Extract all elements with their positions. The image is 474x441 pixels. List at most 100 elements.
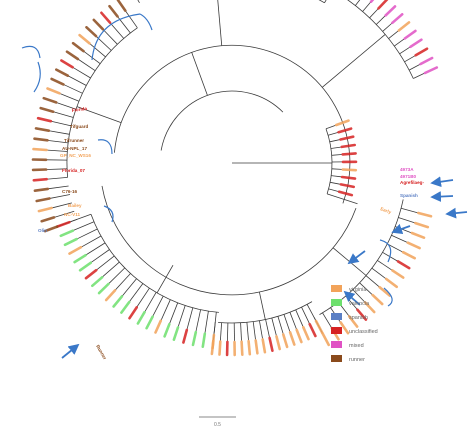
tree-leaf-branch bbox=[195, 309, 201, 332]
leaf-label-bar bbox=[34, 127, 51, 132]
backbone-arc bbox=[114, 44, 351, 204]
clade-bracket bbox=[21, 45, 41, 59]
leaf-label: Florida_07 bbox=[62, 168, 85, 173]
annotation-arrow bbox=[343, 290, 361, 306]
tree-leaf-branch bbox=[369, 8, 379, 19]
leaf-label-bars bbox=[31, 0, 439, 357]
legend-swatch bbox=[331, 341, 342, 348]
leaf-label-bar bbox=[340, 175, 357, 180]
tree-leaf-branch bbox=[327, 132, 338, 136]
leaf-label-bar bbox=[201, 332, 207, 349]
clade-bracket bbox=[33, 61, 41, 93]
leaf-label-bar bbox=[406, 241, 421, 250]
tree-leaf-branch bbox=[47, 149, 68, 152]
leaf-label-bar bbox=[40, 216, 56, 223]
leaf-label-bar bbox=[54, 68, 70, 77]
tree-leaf-branch bbox=[51, 121, 72, 127]
tree-leaf-branch bbox=[306, 304, 316, 321]
clade-arc bbox=[347, 0, 414, 79]
leaf-label-bar bbox=[419, 56, 434, 66]
leaf-label-bar bbox=[33, 187, 50, 192]
tree-leaf-branch bbox=[49, 130, 70, 135]
leaf-label-bar bbox=[97, 282, 110, 295]
leaf-label-bar bbox=[92, 18, 105, 31]
tree-leaf-branch bbox=[144, 292, 157, 312]
tree-leaf-branch bbox=[96, 36, 112, 51]
leaf-label-bar bbox=[339, 183, 356, 189]
leaf-label-bar bbox=[396, 260, 411, 270]
leaf-label-bar bbox=[71, 41, 85, 53]
leaf-label-bar bbox=[378, 285, 392, 297]
tree-leaf-branch bbox=[399, 46, 410, 55]
tree-leaf-branch bbox=[371, 267, 386, 279]
legend-label: virginia bbox=[349, 287, 367, 293]
tree-leaf-branch bbox=[102, 261, 120, 277]
leaf-label-bar bbox=[339, 321, 350, 335]
leaf-label-bar bbox=[314, 319, 324, 334]
tree-leaf-branch bbox=[50, 194, 71, 199]
tree-leaf-branch bbox=[54, 111, 74, 118]
tree-leaf-branch bbox=[77, 228, 98, 240]
tree-leaf-branch bbox=[186, 307, 194, 330]
leaf-label-bar bbox=[268, 336, 274, 353]
tree-leaf-branch bbox=[103, 29, 118, 45]
leaf-label-bar bbox=[391, 269, 405, 279]
leaf-label-bar bbox=[154, 319, 163, 334]
legend-item: spanish bbox=[331, 313, 368, 321]
tree-leaf-branch bbox=[169, 302, 179, 324]
tree-leaf-branch bbox=[115, 273, 131, 290]
tree-leaf-branch bbox=[48, 185, 69, 190]
tree-leaf-branch bbox=[362, 2, 371, 12]
tree-leaf-branch bbox=[64, 84, 83, 94]
tree-leaf-branch bbox=[220, 322, 222, 341]
tree-branches bbox=[46, 0, 425, 342]
leaf-label-bar bbox=[295, 328, 303, 344]
tree-leaf-branch bbox=[354, 0, 361, 6]
leaf-label: Tifrunner bbox=[64, 138, 84, 143]
leaf-label-bar bbox=[321, 332, 331, 347]
tree-branch-radial bbox=[217, 0, 223, 46]
tree-leaf-branch bbox=[387, 243, 403, 253]
tree-leaf-branch bbox=[324, 0, 327, 3]
leaf-label-bar bbox=[112, 295, 124, 308]
annotation-arrow bbox=[391, 223, 411, 235]
tree-leaf-branch bbox=[73, 221, 95, 231]
leaf-label-bar bbox=[32, 147, 48, 152]
tree-leaf-branch bbox=[204, 311, 209, 333]
leaf-label-bar bbox=[371, 293, 384, 306]
leaf-label: Early bbox=[380, 206, 393, 215]
tree-leaf-branch bbox=[391, 234, 408, 243]
leaf-label-bar bbox=[377, 0, 389, 10]
leaf-label-bar bbox=[37, 206, 53, 213]
leaf-label-bar bbox=[275, 335, 282, 351]
tree-leaf-branch bbox=[277, 316, 284, 334]
tree-leaf-branch bbox=[108, 267, 126, 284]
legend-item: valencia bbox=[331, 299, 370, 307]
leaf-label-bar bbox=[391, 13, 404, 25]
leaf-label-bar bbox=[247, 339, 252, 356]
leaf-label-bar bbox=[423, 66, 439, 75]
tree-leaf-branch bbox=[68, 75, 87, 86]
leaf-label-bar bbox=[401, 250, 417, 260]
tree-leaf-branch bbox=[359, 282, 373, 295]
leaf-label-bar bbox=[281, 333, 289, 349]
leaf-label-bar bbox=[384, 277, 399, 289]
leaf-label-bar bbox=[78, 33, 91, 45]
tree-leaf-branch bbox=[78, 59, 96, 72]
legend-label: valencia bbox=[349, 301, 370, 307]
leaf-label-bar bbox=[339, 135, 355, 141]
legend-swatch bbox=[331, 355, 342, 362]
tree-branch-radial bbox=[156, 264, 174, 294]
tree-leaf-branch bbox=[289, 312, 297, 330]
annotation-arrow bbox=[430, 176, 454, 188]
annotation-arrow bbox=[61, 343, 80, 359]
legend-item: virginia bbox=[331, 285, 367, 293]
tree-leaf-branch bbox=[47, 168, 68, 170]
tree-leaf-branch bbox=[408, 64, 420, 71]
clade-bracket bbox=[97, 139, 113, 155]
tree-leaf-branch bbox=[56, 102, 77, 110]
legend-swatch bbox=[331, 313, 342, 320]
leaf-label: GP_NC_WS16 bbox=[60, 153, 91, 158]
